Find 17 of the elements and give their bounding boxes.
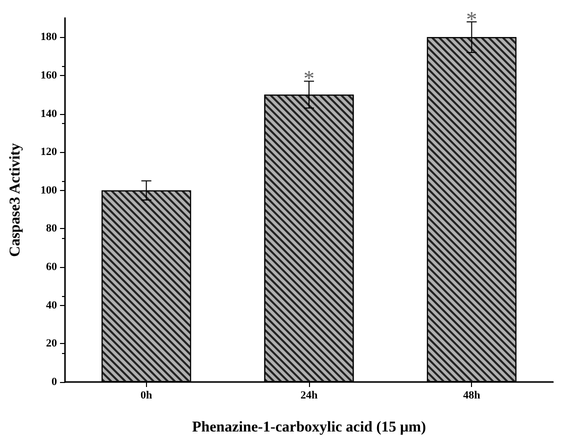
y-tick-label: 80 [46,222,58,235]
y-tick-label: 140 [40,108,58,120]
x-axis-title: Phenazine-1-carboxylic acid (15 μm) [192,420,426,436]
y-tick-label: 40 [46,299,58,312]
annotation: * [304,66,314,91]
y-tick-label: 0 [52,376,58,388]
annotation: * [466,6,478,32]
y-tick-label: 100 [40,184,58,196]
y-axis-title: Caspase3 Activity [8,142,24,257]
y-tick-label: 180 [40,31,58,44]
x-tick-label: 24h [300,390,318,402]
y-tick-label: 60 [46,261,58,274]
y-tick-label: 120 [40,146,58,158]
y-tick-label: 160 [40,69,58,82]
x-tick-label: 48h [463,390,480,402]
x-tick-label: 0h [140,390,152,402]
y-tick-label: 20 [46,338,58,350]
